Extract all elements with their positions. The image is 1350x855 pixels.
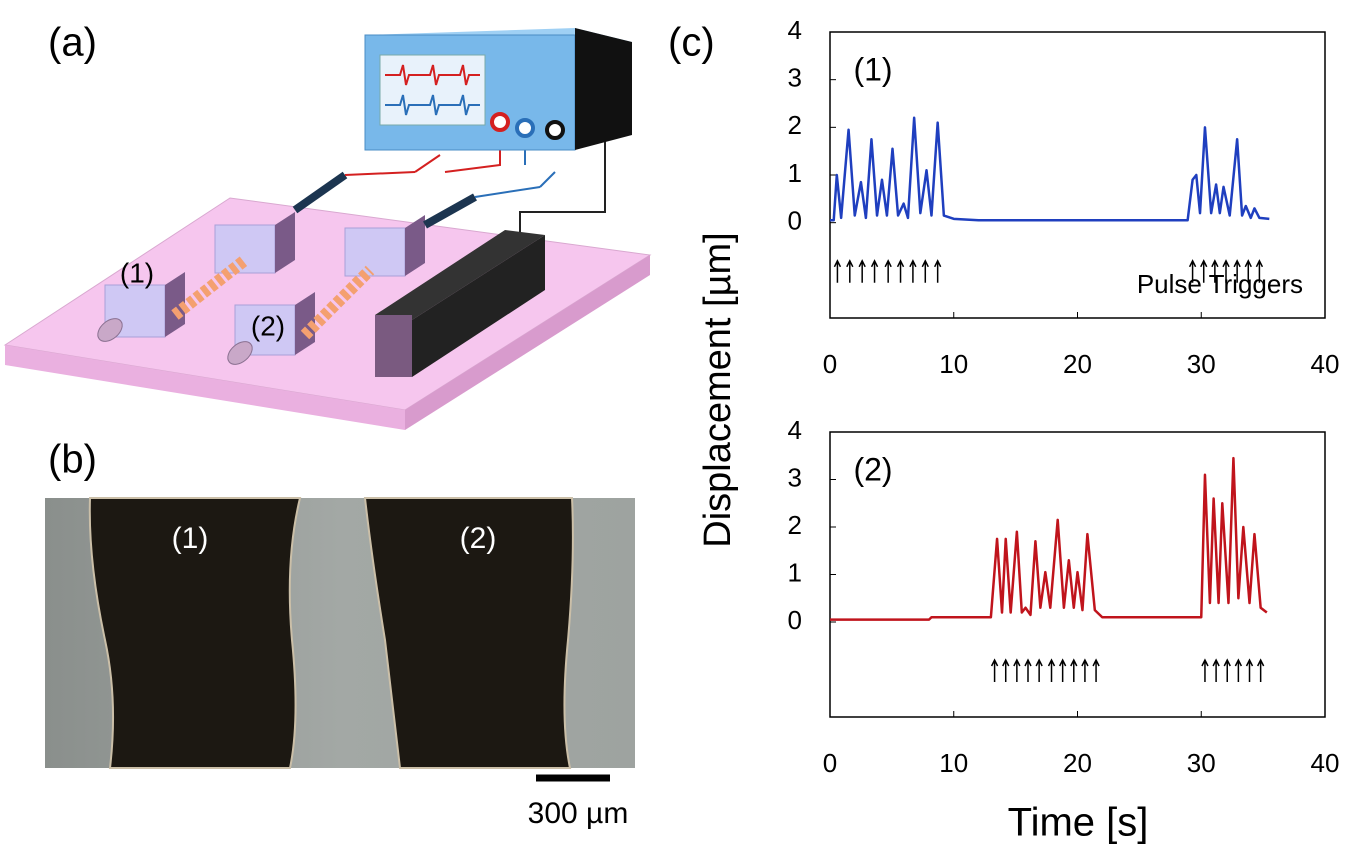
tissue-label: (1) xyxy=(172,522,209,555)
micrograph xyxy=(45,497,635,769)
tissue-label: (2) xyxy=(460,522,497,555)
x-tick-label: 40 xyxy=(1311,349,1340,379)
y-tick-label: 0 xyxy=(788,605,802,635)
y-tick-label: 3 xyxy=(788,462,802,492)
y-tick-label: 2 xyxy=(788,110,802,140)
data-line xyxy=(830,456,1268,621)
chart-label: (2) xyxy=(853,451,892,487)
scale-bar-label: 300 µm xyxy=(528,797,629,830)
trigger-arrow xyxy=(1092,658,1100,682)
chart-label: (1) xyxy=(853,51,892,87)
y-tick-label: 1 xyxy=(788,557,802,587)
x-tick-label: 10 xyxy=(939,349,968,379)
y-tick-label: 2 xyxy=(788,510,802,540)
x-tick-label: 30 xyxy=(1187,349,1216,379)
y-tick-label: 4 xyxy=(788,15,802,45)
annotation: Pulse Triggers xyxy=(1137,269,1303,299)
x-axis-label: Time [s] xyxy=(1008,801,1149,845)
y-tick-label: 1 xyxy=(788,158,802,188)
trigger-arrow xyxy=(1212,658,1220,682)
x-tick-label: 20 xyxy=(1063,748,1092,778)
trigger-arrow xyxy=(1222,259,1230,283)
trigger-arrow xyxy=(1070,658,1078,682)
x-tick-label: 20 xyxy=(1063,349,1092,379)
panel-label: (c) xyxy=(668,21,715,65)
trigger-arrow xyxy=(884,259,892,283)
trigger-arrow xyxy=(1244,259,1252,283)
x-tick-label: 40 xyxy=(1311,748,1340,778)
trigger-arrow xyxy=(1200,259,1208,283)
trigger-arrow xyxy=(1223,658,1231,682)
chamber-label: (2) xyxy=(251,310,285,341)
trigger-arrow xyxy=(1047,658,1056,682)
y-tick-label: 0 xyxy=(788,206,802,236)
trigger-arrow xyxy=(1255,259,1264,283)
data-line xyxy=(830,116,1270,222)
panel-label: (a) xyxy=(48,21,97,65)
y-axis-label: Displacement [µm] xyxy=(697,232,739,547)
trigger-arrow xyxy=(896,259,905,283)
trigger-arrow xyxy=(1233,259,1241,283)
trigger-arrow xyxy=(1245,658,1254,682)
trigger-arrow xyxy=(1211,259,1219,283)
trigger-arrow xyxy=(1201,658,1209,682)
trigger-arrow xyxy=(833,259,842,283)
trigger-arrow xyxy=(1002,658,1010,682)
trigger-arrow xyxy=(1234,658,1243,682)
y-tick-label: 4 xyxy=(788,415,802,445)
trigger-arrow xyxy=(1013,658,1021,682)
trigger-arrow xyxy=(870,259,879,283)
trigger-arrow xyxy=(1256,658,1265,682)
trigger-arrow xyxy=(909,259,917,283)
x-tick-label: 0 xyxy=(823,748,837,778)
trigger-arrow xyxy=(1081,658,1089,682)
y-tick-label: 3 xyxy=(788,63,802,93)
x-tick-label: 0 xyxy=(823,349,837,379)
panel-label: (b) xyxy=(48,438,97,482)
trigger-arrow xyxy=(1188,259,1197,283)
trigger-arrow xyxy=(990,658,999,682)
trigger-arrow xyxy=(1058,658,1067,682)
chamber-label: (1) xyxy=(120,257,154,288)
trigger-arrow xyxy=(1035,658,1043,682)
trigger-arrow xyxy=(933,259,942,283)
trigger-arrow xyxy=(921,259,929,283)
trigger-arrow xyxy=(1024,658,1032,682)
setup-diagram xyxy=(3,28,652,430)
trigger-arrow xyxy=(846,259,854,283)
trigger-arrow xyxy=(858,259,866,283)
x-tick-label: 10 xyxy=(939,748,968,778)
x-tick-label: 30 xyxy=(1187,748,1216,778)
